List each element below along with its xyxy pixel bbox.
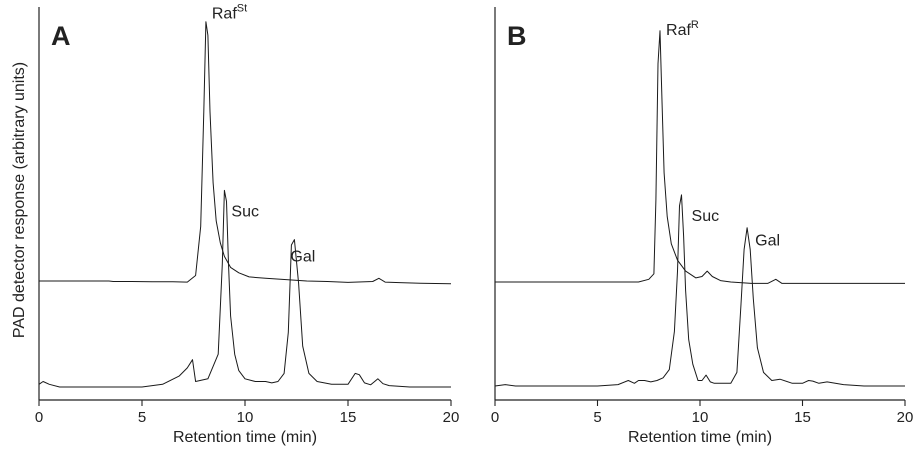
panel-letter: A [51,21,71,51]
trace-lower [494,194,905,387]
x-tick-label: 20 [443,409,460,426]
x-axis-label: Retention time (min) [628,429,772,446]
panel-letter: B [507,21,527,51]
peak-label-suc: Suc [231,203,259,220]
x-axis-label: Retention time (min) [173,429,317,446]
x-tick-label: 10 [237,409,254,426]
panel-a: 0 5 10 15 20 Retention time (min) A RafSt Suc Gal [35,3,460,446]
peak-label-suc: Suc [692,208,720,225]
x-tick-label: 15 [340,409,357,426]
x-tick-label: 0 [35,409,43,426]
peak-label-raf: RafSt [212,3,247,23]
x-tick-label: 20 [897,409,914,426]
trace-upper [39,21,452,285]
peak-label-superscript: R [691,19,699,31]
x-tick-label: 10 [692,409,709,426]
x-tick-label: 0 [491,409,499,426]
x-tick-label: 15 [794,409,811,426]
x-tick-label: 5 [593,409,601,426]
peak-label-gal: Gal [755,233,780,250]
trace-upper [495,30,905,284]
y-axis-label: PAD detector response (arbitrary units) [11,62,28,338]
peak-label-gal: Gal [290,249,315,266]
x-tick-label: 5 [138,409,146,426]
peak-label-superscript: St [237,3,247,15]
peak-label-raf: RafR [666,19,699,39]
trace-lower [38,189,451,388]
panel-b: 0 5 10 15 20 Retention time (min) B RafR Suc Gal [491,7,914,446]
